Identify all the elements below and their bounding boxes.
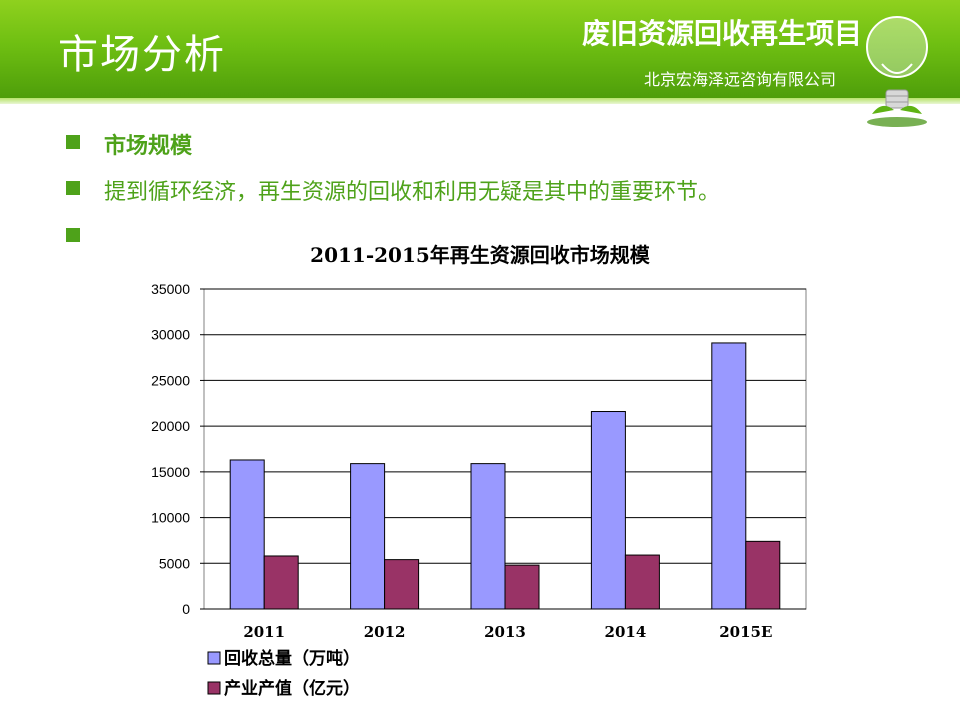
y-tick-label: 5000 xyxy=(159,555,190,571)
bar-recycle-volume xyxy=(711,342,747,610)
bar-chart: 2011-2015年再生资源回收市场规模 0 5000 10000 15000 20000… xyxy=(151,243,807,699)
legend-label: 产业产值（亿元） xyxy=(224,678,360,699)
header-banner: 市场分析 废旧资源回收再生项目 北京宏海泽远咨询有限公司 xyxy=(0,0,960,98)
company-name: 北京宏海泽远咨询有限公司 xyxy=(643,70,836,89)
legend-label: 回收总量（万吨） xyxy=(224,648,360,669)
y-tick-label: 25000 xyxy=(151,372,190,388)
square-bullet-icon xyxy=(66,181,80,195)
y-tick-label: 10000 xyxy=(151,510,190,526)
legend-swatch xyxy=(207,651,221,665)
bar-output-value xyxy=(624,554,660,610)
x-tick-label: 2012 xyxy=(364,623,406,641)
bar-output-value xyxy=(384,559,420,610)
chart-title: 2011-2015年再生资源回收市场规模 xyxy=(310,243,651,267)
bar-output-value xyxy=(745,540,781,610)
y-tick-label: 30000 xyxy=(151,327,190,343)
lightbulb-icon xyxy=(866,16,928,127)
y-tick-label: 15000 xyxy=(151,464,190,480)
project-title: 废旧资源回收再生项目 xyxy=(581,17,862,50)
bar-recycle-volume xyxy=(350,463,386,610)
x-tick-label: 2011 xyxy=(243,623,285,641)
x-tick-label: 2013 xyxy=(484,623,526,641)
header-divider xyxy=(0,98,960,104)
bullet-text: 提到循环经济，再生资源的回收和利用无疑是其中的重要环节。 xyxy=(104,180,721,205)
bullet-text: 市场规模 xyxy=(104,134,193,159)
bar-recycle-volume xyxy=(590,411,626,610)
y-tick-label: 35000 xyxy=(151,281,190,297)
x-tick-label: 2015E xyxy=(719,623,772,641)
x-tick-label: 2014 xyxy=(605,623,647,641)
bar-recycle-volume xyxy=(229,459,265,610)
y-tick-label: 20000 xyxy=(151,418,190,434)
square-bullet-icon xyxy=(66,135,80,149)
bar-output-value xyxy=(263,555,299,610)
page-title: 市场分析 xyxy=(58,32,226,78)
square-bullet-icon xyxy=(66,228,80,242)
bar-recycle-volume xyxy=(470,463,506,610)
legend-swatch xyxy=(207,681,221,695)
bar-output-value xyxy=(504,564,540,610)
y-tick-label: 0 xyxy=(182,601,190,617)
